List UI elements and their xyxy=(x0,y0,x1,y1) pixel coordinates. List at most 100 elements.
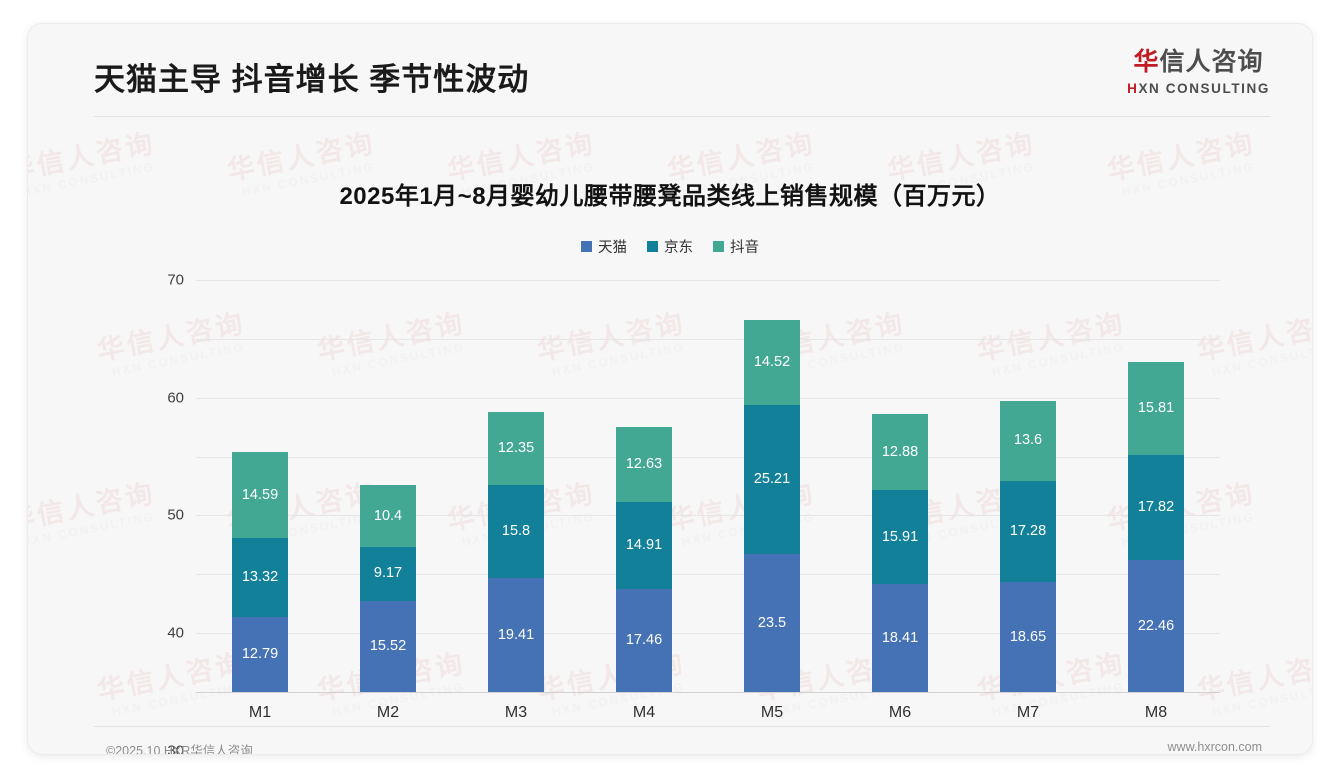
bar-group: 12.79 13.32 14.59 M1 15.52 9.17 10.4 M2 19.41 15.… xyxy=(196,280,1220,721)
bar-value-label: 18.65 xyxy=(1009,628,1047,645)
gridline: 20 xyxy=(196,574,1220,576)
bar-value-label: 15.52 xyxy=(369,638,407,655)
bar-segment-天猫[interactable]: 18.65 xyxy=(1000,582,1056,692)
bar-slot-M1: 12.79 13.32 14.59 M1 xyxy=(196,280,324,721)
bar-segment-天猫[interactable]: 12.79 xyxy=(232,616,288,692)
logo-english-red: H xyxy=(1127,81,1139,96)
y-axis-tick-label: 50 xyxy=(167,506,184,524)
x-axis-tick-label: M6 xyxy=(888,704,912,721)
chart-legend: 天猫 京东 抖音 xyxy=(28,236,1312,257)
bar-value-label: 15.91 xyxy=(881,528,919,545)
bar-segment-天猫[interactable]: 19.41 xyxy=(488,577,544,692)
stacked-bar[interactable]: 17.46 14.91 12.63 xyxy=(616,427,672,692)
chart-title: 2025年1月~8月婴幼儿腰带腰凳品类线上销售规模（百万元） xyxy=(339,183,1001,210)
bar-segment-京东[interactable]: 17.28 xyxy=(1000,480,1056,583)
bar-value-label: 13.32 xyxy=(241,569,279,586)
bar-slot-M8: 22.46 17.82 15.81 M8 xyxy=(1092,280,1220,721)
header-divider xyxy=(94,116,1270,117)
stacked-bar[interactable]: 18.41 15.91 12.88 xyxy=(872,414,928,692)
gridline: 60 xyxy=(167,338,1220,406)
legend-label: 京东 xyxy=(664,240,693,256)
stacked-bar[interactable]: 19.41 15.8 12.35 xyxy=(488,412,544,692)
footer-copyright: ©2025.10 HXR华信人咨询 xyxy=(106,744,253,754)
watermark-chinese: 华信人咨询 xyxy=(28,478,158,537)
bar-segment-天猫[interactable]: 17.46 xyxy=(616,589,672,692)
legend-item-天猫[interactable]: 天猫 xyxy=(581,236,627,257)
x-axis-tick-label: M4 xyxy=(632,704,656,721)
logo-chinese-red: 华 xyxy=(1133,48,1160,76)
slide-card: 华信人咨询 HXN CONSULTING 华信人咨询 HXN CONSULTING 华信… xyxy=(28,24,1312,754)
bar-segment-京东[interactable]: 17.82 xyxy=(1128,454,1184,560)
stacked-bar[interactable]: 23.5 25.21 14.52 xyxy=(744,319,800,692)
watermark-english: HXN CONSULTING xyxy=(28,509,156,550)
bar-value-label: 15.8 xyxy=(501,523,531,540)
bar-segment-抖音[interactable]: 15.81 xyxy=(1128,361,1184,455)
bar-segment-天猫[interactable]: 23.5 xyxy=(744,553,800,692)
bar-value-label: 14.59 xyxy=(241,487,279,504)
bar-value-label: 17.46 xyxy=(625,632,663,649)
bar-value-label: 23.5 xyxy=(757,614,787,631)
bar-value-label: 17.28 xyxy=(1009,523,1047,540)
slide-header: 天猫主导 抖音增长 季节性波动 华信人咨询 HXN CONSULTING xyxy=(28,24,1312,120)
bar-segment-京东[interactable]: 25.21 xyxy=(744,405,800,554)
stacked-bar[interactable]: 15.52 9.17 10.4 xyxy=(360,485,416,692)
bar-segment-抖音[interactable]: 12.63 xyxy=(616,427,672,502)
x-axis-tick-label: M8 xyxy=(1144,704,1168,721)
bar-value-label: 9.17 xyxy=(373,565,403,582)
bar-value-label: 22.46 xyxy=(1137,617,1175,634)
bar-value-label: 10.4 xyxy=(373,507,403,524)
x-axis-tick-label: M1 xyxy=(248,704,272,721)
bar-slot-M4: 17.46 14.91 12.63 M4 xyxy=(580,280,708,721)
bar-segment-天猫[interactable]: 22.46 xyxy=(1128,559,1184,692)
legend-item-抖音[interactable]: 抖音 xyxy=(713,236,759,257)
bar-value-label: 12.35 xyxy=(497,440,535,457)
x-axis-tick-label: M7 xyxy=(1016,704,1040,721)
gridline: 0 xyxy=(196,692,1220,693)
bar-segment-抖音[interactable]: 12.35 xyxy=(488,412,544,485)
legend-item-京东[interactable]: 京东 xyxy=(647,236,693,257)
legend-label: 天猫 xyxy=(598,240,627,256)
legend-label: 抖音 xyxy=(730,240,759,256)
y-axis-tick-label: 30 xyxy=(167,742,184,754)
bar-segment-京东[interactable]: 13.32 xyxy=(232,538,288,617)
bar-segment-天猫[interactable]: 15.52 xyxy=(360,600,416,692)
watermark-english: HXN CONSULTING xyxy=(1210,339,1312,380)
bar-value-label: 14.52 xyxy=(753,354,791,371)
bar-segment-抖音[interactable]: 12.88 xyxy=(872,414,928,491)
bar-segment-京东[interactable]: 15.91 xyxy=(872,490,928,584)
logo-english: HXN CONSULTING xyxy=(1127,82,1270,96)
footer-website: www.hxrcon.com xyxy=(1167,740,1262,754)
brand-logo: 华信人咨询 HXN CONSULTING xyxy=(1127,50,1270,96)
bar-segment-京东[interactable]: 14.91 xyxy=(616,501,672,590)
bar-segment-抖音[interactable]: 14.52 xyxy=(744,319,800,406)
bar-segment-抖音[interactable]: 14.59 xyxy=(232,452,288,539)
bar-value-label: 12.63 xyxy=(625,456,663,473)
x-axis-tick-label: M2 xyxy=(376,704,400,721)
footer-divider xyxy=(94,726,1270,727)
logo-english-gray: XN CONSULTING xyxy=(1138,81,1270,96)
bar-segment-抖音[interactable]: 10.4 xyxy=(360,485,416,547)
bar-value-label: 18.41 xyxy=(881,629,919,646)
gridline: 30 xyxy=(167,515,1220,754)
legend-swatch-icon xyxy=(713,241,724,252)
bar-segment-京东[interactable]: 15.8 xyxy=(488,484,544,578)
bar-segment-京东[interactable]: 9.17 xyxy=(360,546,416,601)
x-axis-tick-label: M5 xyxy=(760,704,784,721)
watermark-english: HXN CONSULTING xyxy=(1210,679,1312,720)
bar-value-label: 15.81 xyxy=(1137,400,1175,417)
stacked-bar[interactable]: 18.65 17.28 13.6 xyxy=(1000,400,1056,692)
bar-value-label: 14.91 xyxy=(625,537,663,554)
bar-value-label: 12.79 xyxy=(241,646,279,663)
gridline: 40 xyxy=(167,456,1220,642)
stacked-bar[interactable]: 12.79 13.32 14.59 xyxy=(232,452,288,692)
stacked-bar[interactable]: 22.46 17.82 15.81 xyxy=(1128,361,1184,692)
logo-chinese: 华信人咨询 xyxy=(1127,50,1270,75)
bar-segment-天猫[interactable]: 18.41 xyxy=(872,583,928,692)
bar-value-label: 12.88 xyxy=(881,443,919,460)
bar-segment-抖音[interactable]: 13.6 xyxy=(1000,400,1056,481)
bar-slot-M6: 18.41 15.91 12.88 M6 xyxy=(836,280,964,721)
chart-plot-area: 0 10 20 30 40 50 60 70 12.79 13.32 14.59 M1 15.52 9.… xyxy=(167,272,1220,754)
y-axis-tick-label: 60 xyxy=(167,389,184,407)
